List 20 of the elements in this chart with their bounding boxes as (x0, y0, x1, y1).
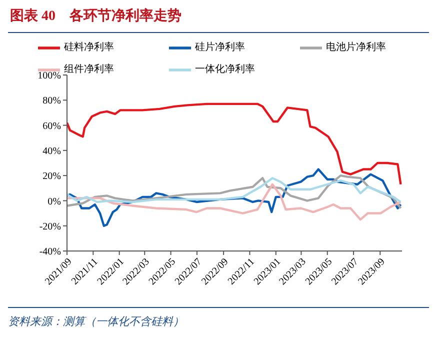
y-tick-label: 60% (42, 120, 61, 132)
y-tick-label: 80% (42, 96, 61, 107)
text: 资料来源：测算（一体化不含硅料） (8, 315, 185, 329)
legend-label: 电池片净利率 (326, 42, 387, 54)
line-series (67, 176, 402, 204)
line-series (67, 174, 402, 210)
line-series (67, 168, 402, 227)
y-tick-label: 40% (42, 146, 61, 157)
legend-label: 组件净利率 (64, 64, 115, 76)
y-tick-label: -40% (39, 246, 61, 258)
chart-title: 图表 40 各环节净利率走势 (9, 8, 182, 26)
y-tick-label: 0% (48, 196, 61, 208)
line-series (67, 183, 402, 221)
y-tick-label: -20% (39, 221, 61, 232)
y-tick-label: 20% (42, 171, 61, 182)
line-series (67, 102, 402, 186)
legend-label: 一体化净利率 (195, 64, 256, 76)
y-tick-label: 100% (38, 70, 61, 82)
legend-label: 硅料净利率 (64, 42, 115, 54)
legend-label: 硅片净利率 (195, 42, 246, 54)
